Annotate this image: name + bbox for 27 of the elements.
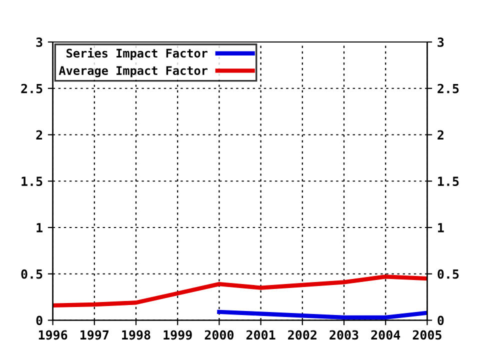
x-tick-label: 2004	[371, 330, 400, 340]
y2-tick-label: 0	[438, 316, 444, 326]
y-tick-label: 0.5	[21, 269, 42, 279]
y-tick-label: 1.5	[22, 176, 42, 186]
legend-label: Average Impact Factor	[58, 66, 208, 78]
x-tick-label: 2002	[288, 330, 316, 340]
x-tick-label: 2005	[412, 330, 442, 340]
x-tick-label: 1999	[164, 330, 192, 340]
y2-tick-label: 1.5	[438, 176, 459, 186]
line-series	[52, 274, 428, 308]
y-tick-label: 2.5	[21, 84, 42, 94]
y-tick-label: 1	[36, 223, 42, 232]
y2-tick-label: 1	[438, 223, 444, 232]
y-tick-label: 3	[36, 37, 42, 47]
y-tick-label: 2	[36, 130, 42, 140]
y-tick-label: 0	[36, 316, 42, 326]
y2-tick-label: 3	[438, 37, 444, 47]
y2-tick-label: 2.5	[438, 84, 459, 94]
x-tick-label: 2003	[330, 330, 358, 340]
y2-tick-label: 2	[438, 130, 444, 140]
x-tick-label: 2001	[246, 330, 276, 340]
x-tick-label: 1998	[122, 330, 150, 340]
y2-tick-label: 0.5	[438, 269, 459, 279]
x-tick-label: 2000	[204, 330, 234, 340]
legend-label: Series Impact Factor	[66, 48, 208, 60]
x-tick-label: 1997	[80, 330, 109, 340]
x-tick-label: 1996	[38, 330, 68, 340]
